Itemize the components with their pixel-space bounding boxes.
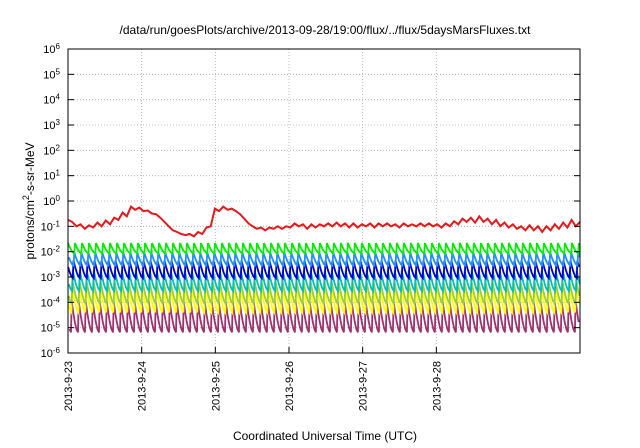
y-axis-label-rest: -s-sr-MeV [23, 142, 37, 195]
x-tick-label: 2013-9-27 [358, 361, 370, 411]
y-tick-label: 10-1 [41, 219, 61, 234]
y-tick-label: 102 [43, 143, 60, 158]
y-tick-labels: 10-6 10-5 10-4 10-3 10-2 10-1 100 101 102 103 104 1… [41, 42, 580, 361]
chart-title: /data/run/goesPlots/archive/2013-09-28/1… [120, 23, 532, 37]
data-series [67, 205, 581, 333]
x-tick-label: 2013-9-24 [137, 361, 149, 411]
x-tick-label: 2013-9-25 [210, 361, 222, 411]
y-tick-label: 10-6 [41, 346, 61, 361]
y-tick-label: 106 [43, 42, 60, 57]
series-line [67, 205, 581, 238]
x-tick-label: 2013-9-23 [63, 361, 75, 411]
series-line [68, 270, 581, 294]
y-tick-label: 105 [43, 67, 60, 82]
y-tick-label: 10-5 [41, 320, 61, 335]
y-tick-label: 100 [43, 194, 60, 209]
x-axis-label: Coordinated Universal Time (UTC) [233, 429, 417, 443]
x-tick-label: 2013-9-26 [284, 361, 296, 411]
y-tick-label: 104 [43, 92, 60, 107]
y-axis-label: protons/cm2-s-sr-MeV [21, 142, 37, 259]
y-axis-label-exponent: 2 [21, 195, 31, 200]
series-line [67, 242, 580, 256]
y-axis-label-unit: protons/cm [23, 200, 37, 259]
series-line [67, 251, 581, 268]
y-tick-label: 103 [43, 118, 60, 133]
y-tick-label: 10-4 [41, 295, 61, 310]
y-tick-label: 10-2 [41, 244, 61, 259]
y-tick-label: 101 [43, 168, 60, 183]
x-tick-labels: 2013-9-23 2013-9-24 2013-9-25 2013-9-26 2013… [63, 347, 443, 411]
x-tick-label: 2013-9-28 [431, 361, 443, 411]
y-tick-label: 10-3 [41, 270, 61, 285]
